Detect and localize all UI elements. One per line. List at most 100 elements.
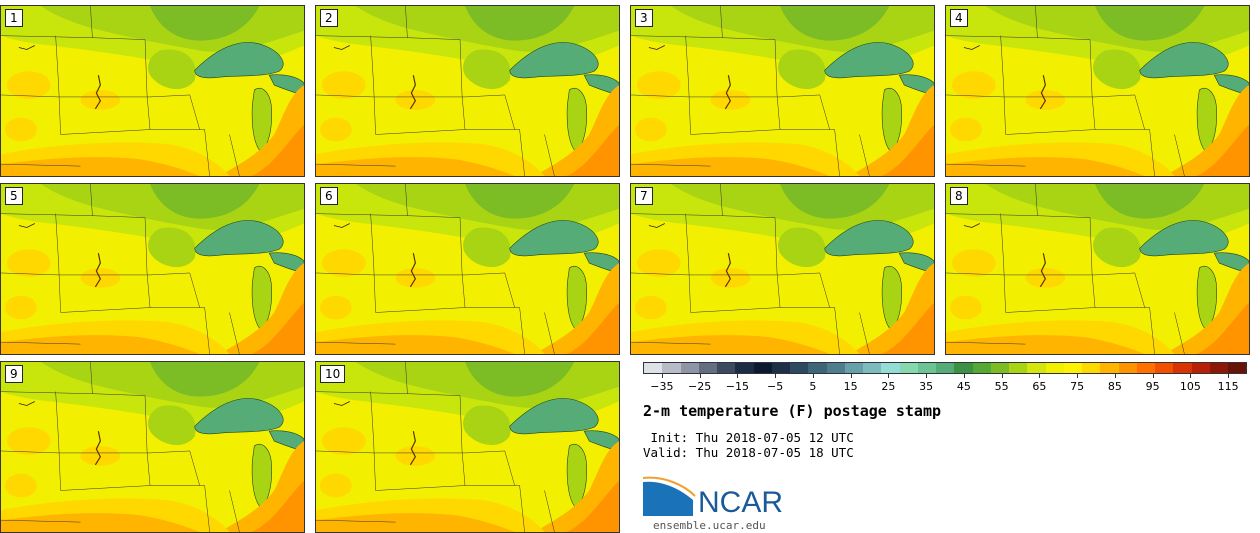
map-image [316, 184, 619, 354]
map-image [1, 6, 304, 176]
map-panel-5: 5 [0, 183, 305, 355]
colorbar [643, 362, 1247, 374]
map-panel-9: 9 [0, 361, 305, 533]
colorbar-swatch [808, 363, 827, 373]
chart-title: 2-m temperature (F) postage stamp [643, 402, 942, 420]
colorbar-swatch [844, 363, 863, 373]
map-image [631, 6, 934, 176]
colorbar-swatch [698, 363, 717, 373]
colorbar-tick-label: −35 [650, 380, 674, 393]
colorbar-swatch [790, 363, 809, 373]
colorbar-tick-label: 85 [1107, 380, 1122, 393]
colorbar-tick-label: 25 [881, 380, 896, 393]
panel-label: 9 [5, 365, 23, 383]
ncar-logo-text: NCAR [698, 486, 784, 519]
colorbar-tick [812, 374, 814, 378]
map-panel-4: 4 [945, 5, 1250, 177]
colorbar-tick-label: −15 [725, 380, 749, 393]
panel-label: 1 [5, 9, 23, 27]
colorbar-tick-label: 65 [1032, 380, 1047, 393]
map-panel-2: 2 [315, 5, 620, 177]
map-image [316, 362, 619, 532]
colorbar-tick [963, 374, 965, 378]
colorbar-tick-label: 35 [919, 380, 934, 393]
colorbar-swatch [881, 363, 900, 373]
map-image [946, 184, 1249, 354]
ncar-logo-icon [643, 476, 696, 516]
panel-label: 10 [320, 365, 346, 383]
map-image [1, 184, 304, 354]
colorbar-tick-label: 15 [843, 380, 858, 393]
map-panel-8: 8 [945, 183, 1250, 355]
panel-label: 2 [320, 9, 338, 27]
colorbar-swatch [972, 363, 991, 373]
colorbar-swatch [1228, 363, 1247, 373]
colorbar-tick-label: −5 [767, 380, 784, 393]
colorbar-tick [1039, 374, 1041, 378]
colorbar-swatch [1209, 363, 1228, 373]
colorbar-tick [1228, 374, 1230, 378]
map-image [1, 362, 304, 532]
colorbar-ticks: −35 −25 −15 −5 5 15 25 35 45 55 65 75 85 95 105 115 [643, 374, 1247, 394]
colorbar-tick-label: 45 [956, 380, 971, 393]
colorbar-swatch [1009, 363, 1028, 373]
colorbar-tick [699, 374, 701, 378]
colorbar-swatch [680, 363, 699, 373]
colorbar-swatch [899, 363, 918, 373]
map-image [946, 6, 1249, 176]
colorbar-tick-label: 115 [1217, 380, 1239, 393]
panel-label: 4 [950, 9, 968, 27]
map-panel-1: 1 [0, 5, 305, 177]
colorbar-tick [737, 374, 739, 378]
colorbar-tick [926, 374, 928, 378]
colorbar-tick [1001, 374, 1003, 378]
colorbar-swatch [717, 363, 736, 373]
init-time: Init: Thu 2018-07-05 12 UTC [643, 430, 854, 445]
colorbar-tick-label: 95 [1145, 380, 1160, 393]
colorbar-swatch [1173, 363, 1192, 373]
colorbar-swatch [1082, 363, 1101, 373]
map-panel-7: 7 [630, 183, 935, 355]
map-panel-10: 10 [315, 361, 620, 533]
colorbar-swatch [990, 363, 1009, 373]
colorbar-swatch [771, 363, 790, 373]
colorbar-tick [850, 374, 852, 378]
valid-time: Valid: Thu 2018-07-05 18 UTC [643, 445, 854, 460]
colorbar-swatch [826, 363, 845, 373]
colorbar-swatch [1063, 363, 1082, 373]
logo-url: ensemble.ucar.edu [653, 519, 766, 532]
colorbar-tick [1190, 374, 1192, 378]
colorbar-swatch [644, 363, 663, 373]
panel-label: 5 [5, 187, 23, 205]
colorbar-tick [775, 374, 777, 378]
colorbar-swatch [1191, 363, 1210, 373]
colorbar-swatch [1045, 363, 1064, 373]
colorbar-swatch [1027, 363, 1046, 373]
colorbar-swatch [662, 363, 681, 373]
colorbar-tick-label: 5 [809, 380, 817, 393]
colorbar-tick-label: 105 [1179, 380, 1201, 393]
colorbar-swatch [1155, 363, 1174, 373]
panel-label: 8 [950, 187, 968, 205]
colorbar-tick [1114, 374, 1116, 378]
colorbar-swatch [1100, 363, 1119, 373]
colorbar-tick [888, 374, 890, 378]
colorbar-swatch [1136, 363, 1155, 373]
panel-label: 6 [320, 187, 338, 205]
colorbar-tick [661, 374, 663, 378]
colorbar-swatch [936, 363, 955, 373]
map-panel-6: 6 [315, 183, 620, 355]
colorbar-tick-label: 55 [994, 380, 1009, 393]
map-panel-3: 3 [630, 5, 935, 177]
map-image [631, 184, 934, 354]
panel-label: 7 [635, 187, 653, 205]
colorbar-tick-label: 75 [1070, 380, 1085, 393]
colorbar-tick [1077, 374, 1079, 378]
colorbar-swatch [753, 363, 772, 373]
colorbar-swatch [917, 363, 936, 373]
panel-label: 3 [635, 9, 653, 27]
colorbar-swatch [735, 363, 754, 373]
map-image [316, 6, 619, 176]
colorbar-swatch [954, 363, 973, 373]
colorbar-tick [1152, 374, 1154, 378]
